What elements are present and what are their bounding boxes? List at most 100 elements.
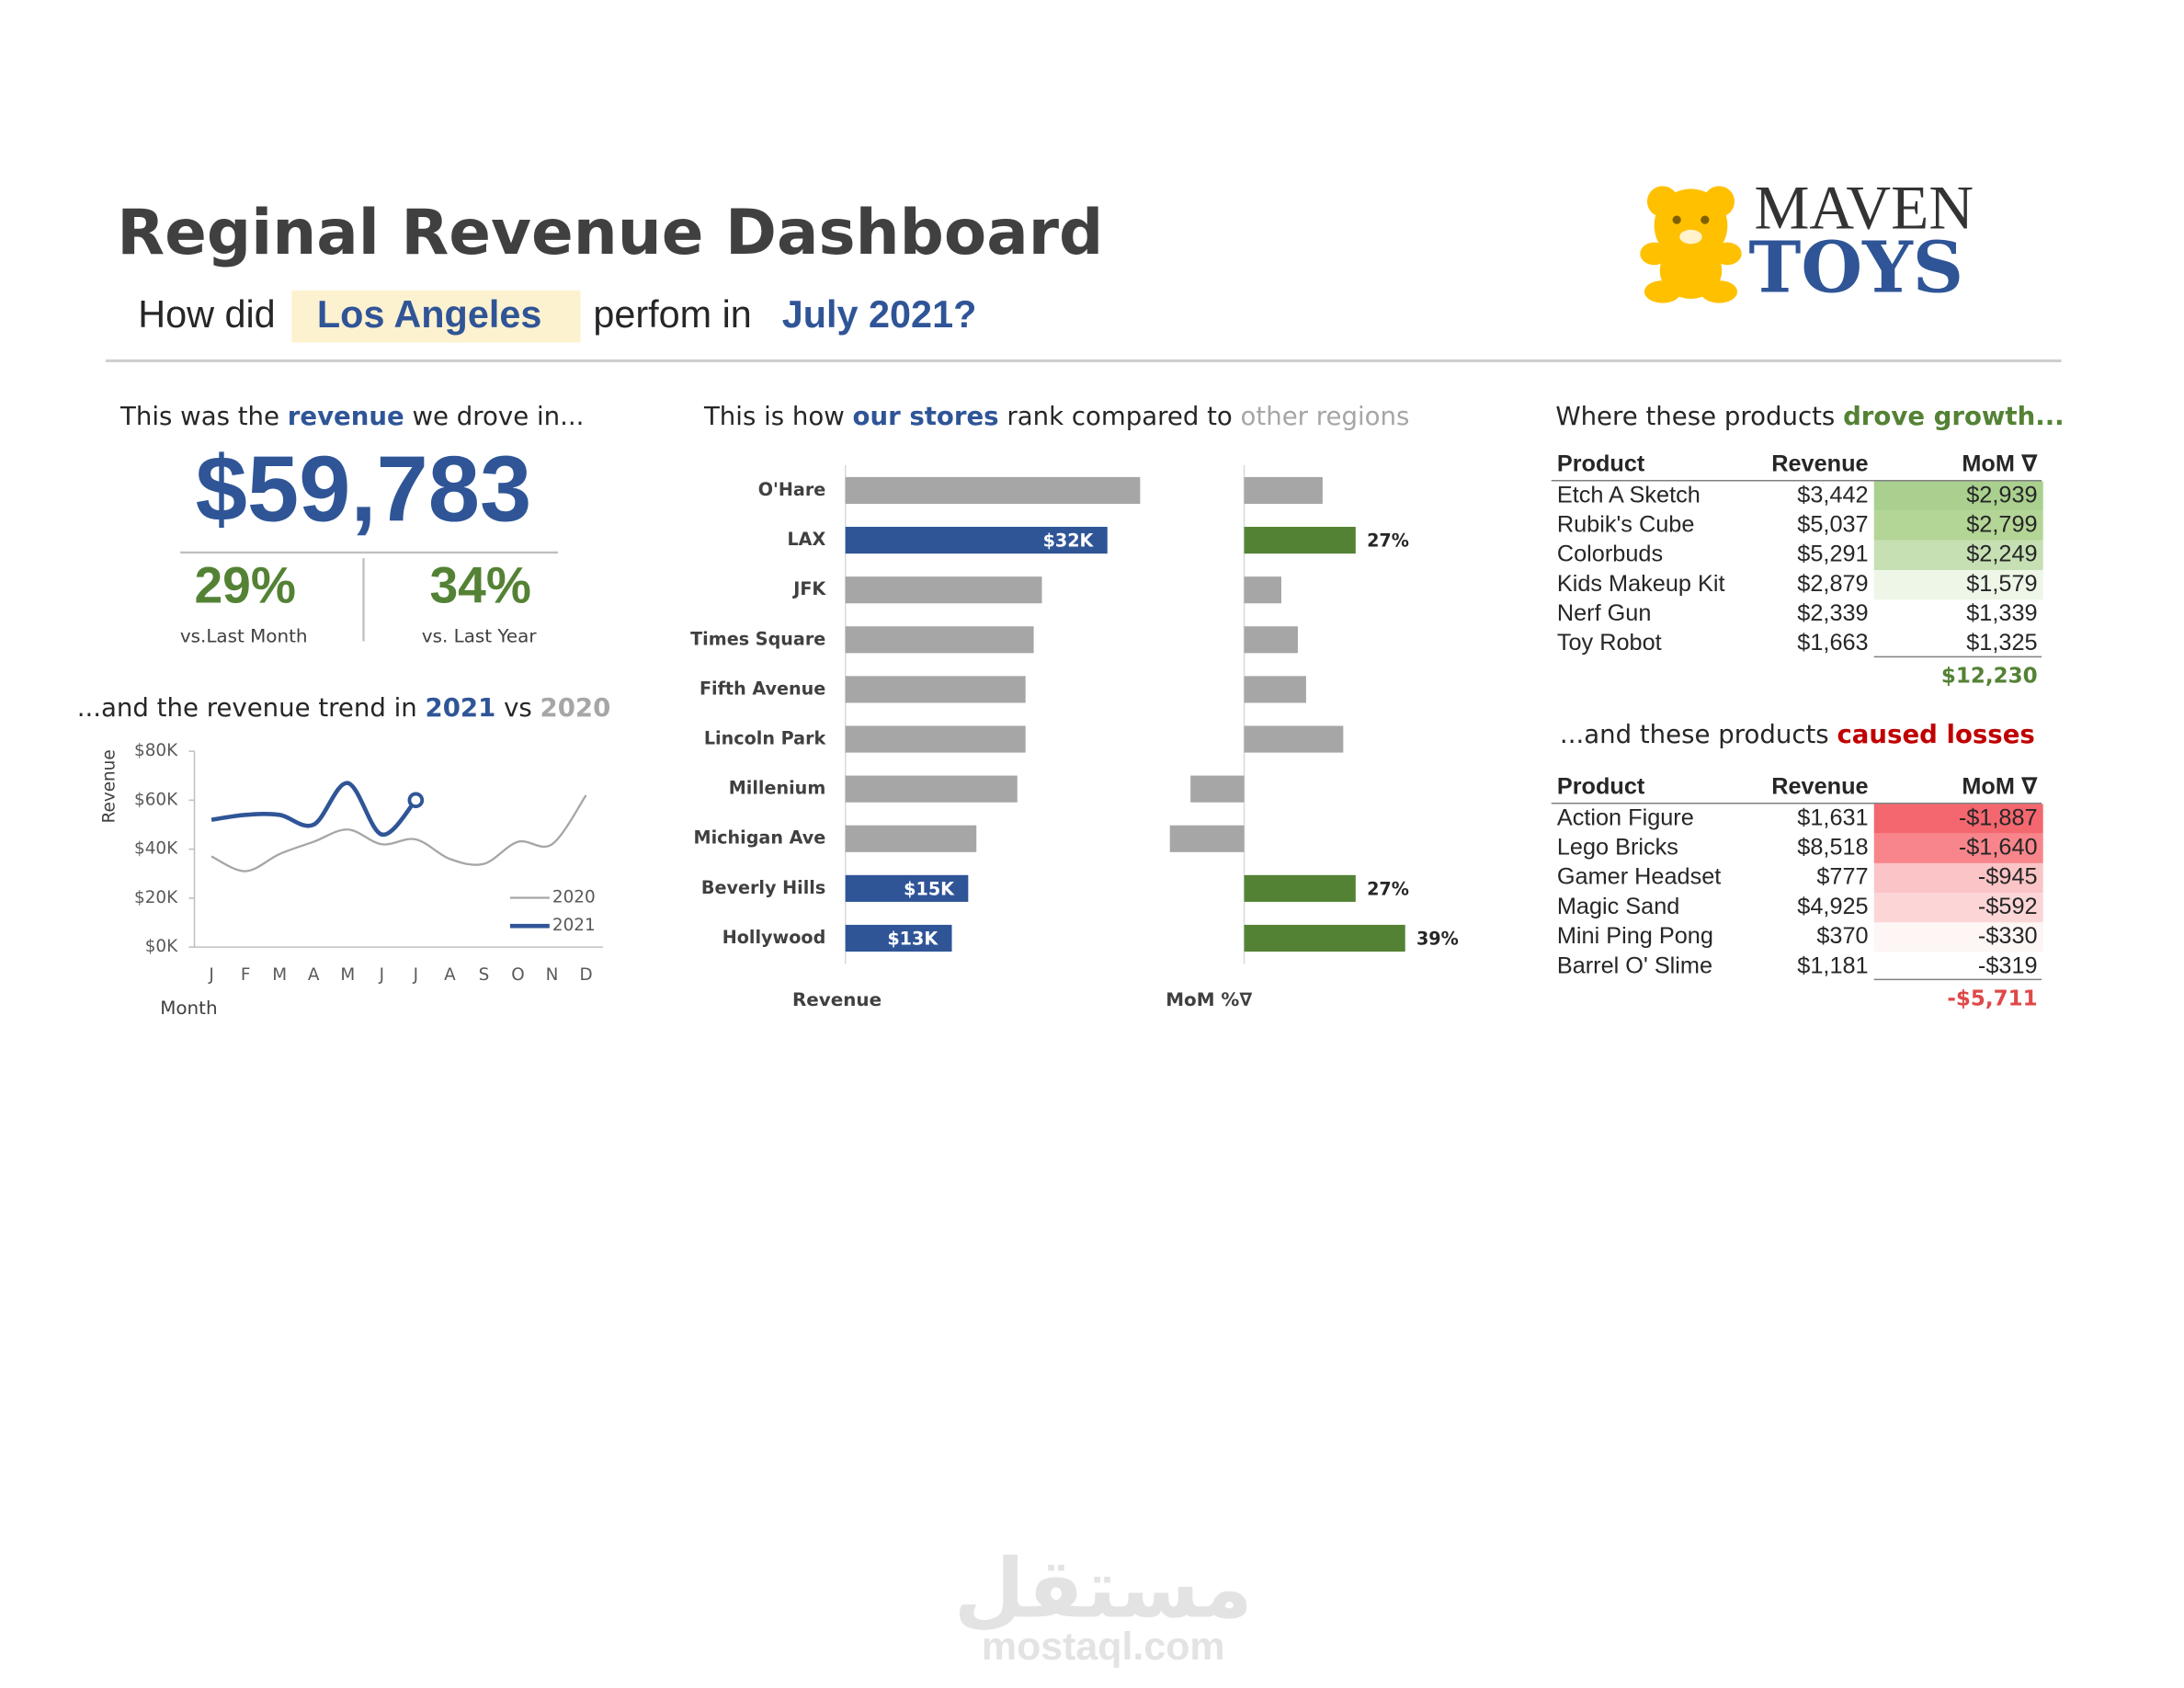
title-part: ...and the revenue trend in (77, 692, 426, 723)
question-text: perfom in (593, 293, 751, 336)
table-cell: -$319 (1978, 952, 2038, 978)
x-tick-label: A (444, 965, 456, 985)
x-tick-label: M (272, 965, 287, 985)
title-part: rank compared to (999, 401, 1241, 431)
data-label: $15K (904, 878, 955, 899)
table-cell: Etch A Sketch (1557, 482, 1701, 508)
line-series (210, 794, 587, 873)
x-tick-label: J (413, 965, 418, 985)
table-cell: $1,339 (1966, 600, 2037, 626)
line-series (210, 781, 418, 837)
data-label: 27% (1367, 530, 1409, 552)
column-header: MoM ∇ (1962, 451, 2038, 477)
table-cell: Magic Sand (1557, 894, 1680, 919)
table-heading: ...and these products caused losses (1560, 719, 2035, 749)
table-cell: Mini Ping Pong (1557, 923, 1713, 949)
table-cell: $370 (1816, 923, 1868, 949)
kpi-heading: This was the revenue we drove in... (119, 401, 584, 431)
cell-fill (1873, 804, 2043, 834)
y-tick-label: $0K (145, 937, 178, 956)
kpi-change: 34% (430, 556, 531, 613)
cell-fill (1873, 862, 2043, 894)
table-cell: $2,939 (1966, 482, 2037, 508)
table-cell: $1,579 (1966, 571, 2037, 597)
title-part: vs (495, 692, 540, 723)
y-tick-label: $40K (134, 839, 178, 859)
table-total: $12,230 (1941, 664, 2038, 688)
table-cell: -$592 (1978, 894, 2038, 919)
heading-part: This was the (119, 401, 288, 431)
table-cell: -$945 (1978, 864, 2038, 890)
data-label: $13K (887, 929, 938, 950)
cell-fill (1873, 893, 2043, 923)
category-label: Times Square (690, 628, 825, 649)
table-cell: Rubik's Cube (1557, 511, 1695, 537)
column-header: Product (1557, 451, 1645, 477)
category-label: Hollywood (722, 927, 826, 948)
data-label: 27% (1367, 878, 1409, 899)
question-text: How did (138, 293, 275, 336)
category-label: Michigan Ave (694, 827, 826, 849)
title-part: 2020 (540, 692, 611, 723)
x-axis-label: Revenue (792, 989, 882, 1010)
x-tick-label: A (308, 965, 320, 985)
bar (845, 775, 1018, 803)
category-label: Millenium (729, 778, 826, 799)
cell-fill (1873, 481, 2043, 511)
title-part: This is how (703, 401, 853, 431)
heading-part: caused losses (1837, 719, 2034, 749)
y-tick-label: $60K (134, 790, 178, 809)
title-part: 2021 (426, 692, 496, 723)
table-cell: -$1,887 (1959, 804, 2038, 830)
title-part: our stores (853, 401, 999, 431)
table-cell: $777 (1816, 864, 1868, 890)
table-cell: $2,339 (1797, 600, 1868, 626)
column-header: Revenue (1771, 774, 1868, 800)
table-total: -$5,711 (1947, 987, 2037, 1010)
x-axis-label: MoM %∇ (1166, 989, 1252, 1010)
legend-label: 2021 (552, 916, 596, 935)
x-tick-label: S (479, 965, 490, 985)
bar (1244, 924, 1405, 952)
column-header: Revenue (1771, 451, 1868, 477)
column-header: Product (1557, 774, 1645, 800)
category-label: JFK (791, 578, 826, 599)
category-label: LAX (787, 529, 825, 550)
kpi-caption: vs.Last Month (180, 625, 308, 646)
bar (845, 725, 1026, 753)
bar (1244, 725, 1344, 753)
table-cell: Colorbuds (1557, 542, 1663, 567)
title-part: other regions (1241, 401, 1410, 431)
column-header: MoM ∇ (1962, 774, 2038, 800)
bar (845, 476, 1141, 505)
bar (845, 825, 977, 852)
y-tick-label: $80K (134, 741, 178, 760)
table-cell: $1,631 (1797, 804, 1868, 830)
bar (1190, 775, 1245, 803)
category-label: Beverly Hills (701, 877, 825, 898)
category-label: Lincoln Park (704, 728, 827, 749)
table-cell: Kids Makeup Kit (1557, 571, 1725, 597)
kpi-caption: vs. Last Year (422, 625, 538, 646)
data-label: 39% (1416, 929, 1459, 950)
table-cell: Barrel O' Slime (1557, 952, 1712, 978)
table-cell: Action Figure (1557, 804, 1694, 830)
cell-fill (1873, 922, 2043, 952)
cell-fill (1873, 833, 2043, 863)
region: Los Angeles (317, 293, 541, 336)
table-cell: Toy Robot (1557, 630, 1662, 656)
x-tick-label: N (546, 965, 559, 985)
x-tick-label: O (511, 965, 524, 985)
x-tick-label: M (340, 965, 355, 985)
cell-fill (1873, 570, 2043, 600)
bar (845, 576, 1042, 604)
x-tick-label: F (241, 965, 251, 985)
bar (1244, 476, 1323, 505)
table-cell: $2,799 (1966, 511, 2037, 537)
y-tick-label: $20K (134, 888, 178, 907)
bar (1244, 874, 1356, 902)
kpi-value: $59,783 (196, 437, 532, 541)
heading-part: revenue (288, 401, 404, 431)
table-cell: Lego Bricks (1557, 835, 1678, 861)
